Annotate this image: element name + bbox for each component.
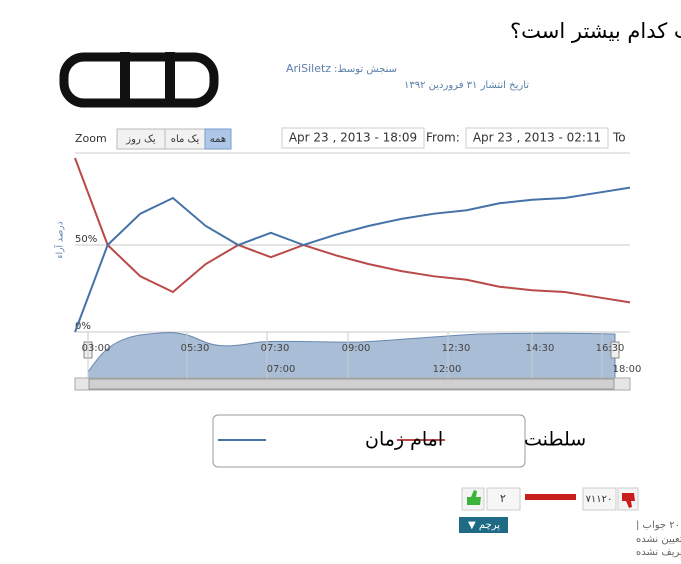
like-count-box: [486, 487, 521, 511]
dislike-count: ۷۱۱۲۰: [586, 494, 613, 505]
date-input-text: Apr 23 , 2013 - 18:09: [289, 131, 417, 145]
author-label: سنجش توسط:: [334, 64, 397, 75]
zoom-label: Zoom: [75, 132, 107, 145]
navigator-label: 18:00: [613, 364, 642, 375]
zoom-button-label: همه: [210, 134, 226, 145]
date-input-text: Apr 23 , 2013 - 02:11: [473, 131, 601, 145]
logo: [59, 52, 219, 108]
legend: [212, 414, 526, 468]
like-count: ۲: [500, 492, 506, 505]
dislike-count-box: [582, 487, 617, 511]
date-input[interactable]: [465, 127, 609, 149]
tags: برچسب: تعریف نشده: [636, 547, 681, 558]
navigator-label: 03:00: [82, 343, 111, 354]
zoom-button-label: یک روز: [125, 134, 156, 145]
navigator-label: 16:30: [596, 343, 625, 354]
vote-bar: [525, 494, 576, 500]
title: احتمال بازگشت کدام بیشتر است؟: [510, 19, 681, 43]
date: تاریخ انتشار ۳۱ فروردین ۱۳۹۲: [404, 80, 529, 91]
navigator-label: 14:30: [526, 343, 555, 354]
y-axis-title: درصد آراء: [54, 221, 66, 258]
stats: ۲ بازدید | ۰ نظر | ۲۰۰ جواب |: [636, 520, 681, 531]
navigator-label: 07:30: [261, 343, 290, 354]
from-label: From:: [426, 131, 460, 145]
legend-label: امام زمان: [365, 429, 443, 451]
y-tick-label: 0%: [75, 321, 91, 332]
y-tick-label: 50%: [75, 234, 97, 245]
zoom-button-label: یک ماه: [171, 134, 200, 145]
thumb-up-icon: [467, 490, 481, 505]
thumb-down-icon: [622, 493, 635, 508]
navigator-label: 05:30: [181, 343, 210, 354]
zoom-button[interactable]: [204, 128, 232, 150]
flag-button-label: پرچم ▼: [468, 520, 500, 531]
flag-button[interactable]: [459, 517, 508, 533]
author: AriSiletz: [286, 62, 331, 75]
group: گروه: تعیین نشده: [636, 533, 681, 545]
navigator-label: 07:00: [267, 364, 296, 375]
legend-label: سلطنت: [524, 429, 586, 451]
navigator-label: 12:30: [442, 343, 471, 354]
date-input[interactable]: [281, 127, 425, 149]
series-line: [74, 186, 631, 333]
navigator-label: 12:00: [433, 364, 462, 375]
series-line: [74, 157, 631, 304]
navigator: [74, 332, 631, 391]
to-label: To: [612, 131, 626, 145]
navigator-label: 09:00: [342, 343, 371, 354]
